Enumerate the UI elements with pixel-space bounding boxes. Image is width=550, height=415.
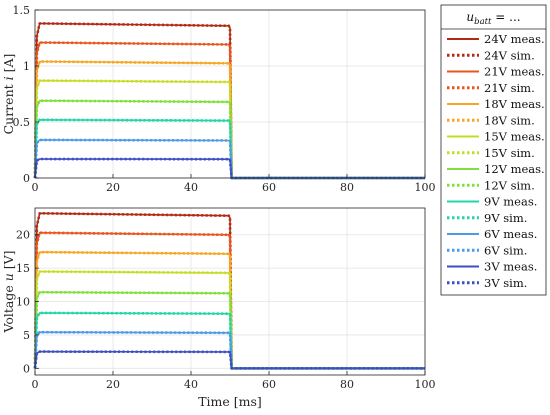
series-line-18v-sim <box>33 250 425 370</box>
series-line-3v-sim <box>33 350 425 370</box>
legend-label: 21V sim. <box>484 81 535 95</box>
y-tick-label: 0 <box>23 172 30 185</box>
legend-item: 6V meas. <box>447 227 537 241</box>
current-x-ticks: 0 20 40 60 80 100 <box>32 174 436 194</box>
x-tick-label: 100 <box>415 378 436 391</box>
legend-label: 12V sim. <box>484 178 535 192</box>
voltage-y-ticks: 0 5 10 15 20 <box>16 229 39 375</box>
time-x-axis-label: Time [ms] <box>198 394 262 409</box>
y-axis-label-part: [A] <box>1 54 16 77</box>
series-line-18v-sim <box>33 60 425 180</box>
legend-label: 3V meas. <box>484 260 537 274</box>
legend-item: 9V sim. <box>447 211 527 225</box>
legend-item: 24V sim. <box>447 48 535 62</box>
legend-item: 12V sim. <box>447 178 535 192</box>
legend-item: 21V sim. <box>447 81 535 95</box>
legend-label: 6V sim. <box>484 243 527 257</box>
current-y-ticks: 0 0.5 1 1.5 <box>13 4 39 185</box>
y-tick-label: 10 <box>16 296 30 309</box>
voltage-panel: 0 20 40 60 80 100 0 5 10 15 20 Voltage u [V] Time… <box>1 207 436 409</box>
series-line-6v-sim <box>33 330 425 370</box>
x-tick-label: 100 <box>415 181 436 194</box>
legend-label: 18V meas. <box>484 97 545 111</box>
legend: ubatt = ... 24V meas. 24V sim. 21V meas. 21… <box>440 4 547 296</box>
legend-label: 24V meas. <box>484 32 545 46</box>
y-tick-label: 5 <box>23 329 30 342</box>
legend-box <box>440 4 547 296</box>
y-axis-label-part: Current <box>1 84 16 134</box>
legend-label: 21V meas. <box>484 65 545 79</box>
legend-label: 6V meas. <box>484 227 537 241</box>
legend-item: 15V meas. <box>447 130 545 144</box>
legend-label: 18V sim. <box>484 113 535 127</box>
voltage-series-group <box>33 212 425 370</box>
x-tick-label: 40 <box>184 378 198 391</box>
legend-item: 9V meas. <box>447 195 537 209</box>
legend-label: 9V meas. <box>484 195 537 209</box>
legend-item: 12V meas. <box>447 162 545 176</box>
legend-title-rest: = ... <box>491 10 520 24</box>
legend-label: 9V sim. <box>484 211 527 225</box>
y-axis-label-part: i <box>1 76 16 84</box>
legend-item: 3V sim. <box>447 276 527 290</box>
y-tick-label: 0 <box>23 362 30 375</box>
x-tick-label: 20 <box>106 378 120 391</box>
legend-label: 12V meas. <box>484 162 545 176</box>
voltage-y-axis-label: Voltage u [V] <box>1 250 16 333</box>
legend-label: 15V sim. <box>484 146 535 160</box>
y-axis-label-part: [V] <box>1 250 16 273</box>
legend-label: 24V sim. <box>484 48 535 62</box>
current-axes-frame <box>34 9 426 179</box>
x-tick-label: 60 <box>262 378 276 391</box>
x-tick-label: 40 <box>184 181 198 194</box>
y-tick-label: 0.5 <box>13 116 31 129</box>
x-tick-label: 60 <box>262 181 276 194</box>
x-tick-label: 0 <box>32 378 39 391</box>
voltage-axes-frame <box>34 207 426 376</box>
legend-item: 21V meas. <box>447 65 545 79</box>
legend-item: 18V sim. <box>447 113 535 127</box>
legend-title: ubatt = ... <box>466 10 520 27</box>
y-tick-label: 15 <box>16 262 30 275</box>
x-tick-label: 20 <box>106 181 120 194</box>
current-y-axis-label: Current i [A] <box>1 54 16 135</box>
y-axis-label-part: Voltage <box>1 285 16 333</box>
y-axis-label-part: u <box>1 273 16 285</box>
x-tick-label: 80 <box>340 181 354 194</box>
legend-item: 6V sim. <box>447 243 527 257</box>
x-tick-label: 0 <box>32 181 39 194</box>
voltage-x-ticks: 0 20 40 60 80 100 <box>32 371 436 391</box>
y-tick-label: 1 <box>23 60 30 73</box>
series-line-15v-sim <box>33 270 425 370</box>
y-tick-label: 20 <box>16 229 30 242</box>
series-line-9v-sim <box>33 118 425 180</box>
y-tick-label: 1.5 <box>13 4 31 17</box>
legend-item: 24V meas. <box>447 32 545 46</box>
legend-entries: 24V meas. 24V sim. 21V meas. 21V sim. 18V me… <box>447 32 545 290</box>
legend-label: 3V sim. <box>484 276 527 290</box>
legend-item: 15V sim. <box>447 146 535 160</box>
legend-item: 18V meas. <box>447 97 545 111</box>
legend-title-subscript: batt <box>474 17 492 27</box>
legend-item: 3V meas. <box>447 260 537 274</box>
series-line-12v-sim <box>33 290 425 370</box>
x-tick-label: 80 <box>340 378 354 391</box>
legend-label: 15V meas. <box>484 130 545 144</box>
legend-title-symbol: u <box>466 10 474 24</box>
series-line-24v-sim <box>33 22 425 180</box>
current-panel: 0 20 40 60 80 100 0 0.5 1 1.5 Current i [A] <box>1 4 436 194</box>
